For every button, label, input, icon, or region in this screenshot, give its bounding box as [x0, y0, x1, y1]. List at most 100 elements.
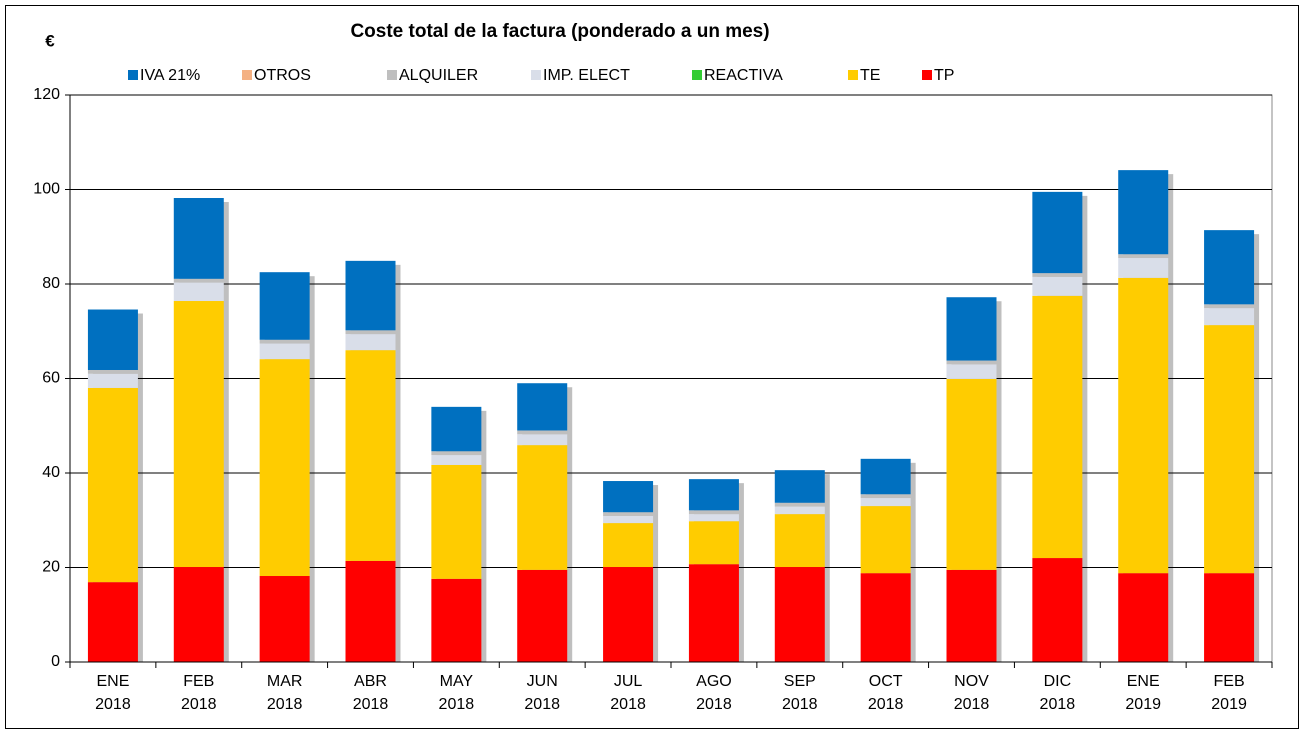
y-tick-label: 120: [33, 86, 60, 103]
bar-segment: [688, 510, 739, 515]
x-tick-label: JUN 2018: [524, 673, 560, 713]
x-tick-label-line: SEP: [784, 673, 816, 690]
x-tick-label-line: NOV: [954, 673, 989, 690]
bar-segment: [87, 387, 138, 583]
x-tick-label-line: 2018: [439, 696, 475, 713]
x-tick-label-line: 2018: [1040, 696, 1076, 713]
bar-segment: [345, 560, 396, 662]
bar-segment: [173, 198, 224, 279]
bar-segment: [431, 451, 482, 456]
x-tick-label: AGO 2018: [696, 673, 732, 713]
bar-segment: [173, 567, 224, 662]
x-tick-label-line: MAR: [267, 673, 303, 690]
bar-segment: [860, 458, 911, 495]
y-tick-label: 60: [42, 370, 60, 387]
x-tick-label: OCT 2018: [868, 673, 904, 713]
bar-segment: [173, 282, 224, 302]
bar-segment: [774, 567, 825, 662]
legend-label: IMP. ELECT: [543, 67, 630, 84]
legend-swatch: [531, 70, 541, 80]
bar-segment: [173, 301, 224, 568]
bar-segment: [345, 330, 396, 335]
bar-segment: [860, 573, 911, 662]
bar-segment: [1118, 258, 1169, 278]
x-tick-label-line: JUN: [527, 673, 558, 690]
x-tick-label-line: 2018: [954, 696, 990, 713]
bar-segment: [860, 506, 911, 574]
bar-segment: [87, 373, 138, 388]
legend-swatch: [848, 70, 858, 80]
bar-segment: [1032, 558, 1083, 662]
x-tick-label-line: DIC: [1044, 673, 1072, 690]
bar-segment: [603, 567, 654, 662]
x-tick-label: ENE 2019: [1125, 673, 1161, 713]
x-tick-label-line: MAY: [440, 673, 474, 690]
y-tick-label: 80: [42, 275, 60, 292]
bar-segment: [774, 506, 825, 515]
x-tick-label: FEB 2019: [1211, 673, 1247, 713]
bar-segment: [87, 309, 138, 370]
x-tick-label-line: ABR: [354, 673, 387, 690]
bar-segment: [259, 359, 310, 577]
bar-segment: [603, 512, 654, 516]
x-tick-label-line: 2018: [95, 696, 131, 713]
x-tick-label-line: AGO: [696, 673, 732, 690]
bar-segment: [259, 339, 310, 344]
x-tick-label-line: ENE: [1127, 673, 1160, 690]
bar-segment: [259, 343, 310, 360]
x-tick-label: MAR 2018: [267, 673, 303, 713]
x-tick-label-line: 2018: [181, 696, 217, 713]
bar-segment: [517, 445, 568, 570]
x-tick-label: MAY 2018: [439, 673, 475, 713]
x-tick-label-line: OCT: [869, 673, 903, 690]
bar-segment: [431, 578, 482, 662]
bar-segment: [345, 334, 396, 351]
bar-segment: [1032, 276, 1083, 296]
x-tick-label-line: 2018: [868, 696, 904, 713]
bar-segment: [860, 498, 911, 507]
bar-segment: [860, 494, 911, 499]
bar-segment: [688, 479, 739, 511]
bar-segment: [1118, 254, 1169, 259]
bar-segment: [431, 406, 482, 452]
bar-segment: [1118, 277, 1169, 574]
legend-label: ALQUILER: [399, 67, 478, 84]
bar-segment: [774, 470, 825, 503]
y-tick-label: 0: [51, 653, 60, 670]
x-tick-label: SEP 2018: [782, 673, 818, 713]
legend-label: TP: [934, 67, 954, 84]
bar-segment: [173, 278, 224, 283]
bar-segment: [259, 272, 310, 340]
bar-segment: [1032, 295, 1083, 559]
bar-segment: [1118, 170, 1169, 255]
bar-segment: [688, 521, 739, 565]
bar-segment: [946, 297, 997, 361]
bar-segment: [1204, 573, 1255, 662]
bar-segment: [517, 430, 568, 435]
bar-segment: [1204, 325, 1255, 574]
legend-label: IVA 21%: [140, 67, 200, 84]
legend-swatch: [387, 70, 397, 80]
bar-segment: [688, 514, 739, 522]
bar-segment: [603, 515, 654, 524]
bar-segment: [517, 434, 568, 446]
bar-segment: [946, 378, 997, 570]
x-tick-label-line: JUL: [614, 673, 643, 690]
bar-segment: [946, 569, 997, 662]
legend-label: REACTIVA: [704, 67, 783, 84]
bar-segment: [517, 383, 568, 431]
bar-segment: [87, 582, 138, 662]
y-axis-label: €: [45, 31, 55, 50]
y-tick-label: 40: [42, 464, 60, 481]
x-tick-label: FEB 2018: [181, 673, 217, 713]
bar-segment: [1204, 308, 1255, 326]
bar-segment: [1032, 273, 1083, 277]
bar-segment: [774, 502, 825, 507]
legend-label: TE: [860, 67, 880, 84]
bar-segment: [431, 464, 482, 579]
bar-segment: [1204, 304, 1255, 309]
x-tick-label-line: 2018: [267, 696, 303, 713]
x-tick-label: ABR 2018: [353, 673, 389, 713]
bar-segment: [87, 369, 138, 374]
